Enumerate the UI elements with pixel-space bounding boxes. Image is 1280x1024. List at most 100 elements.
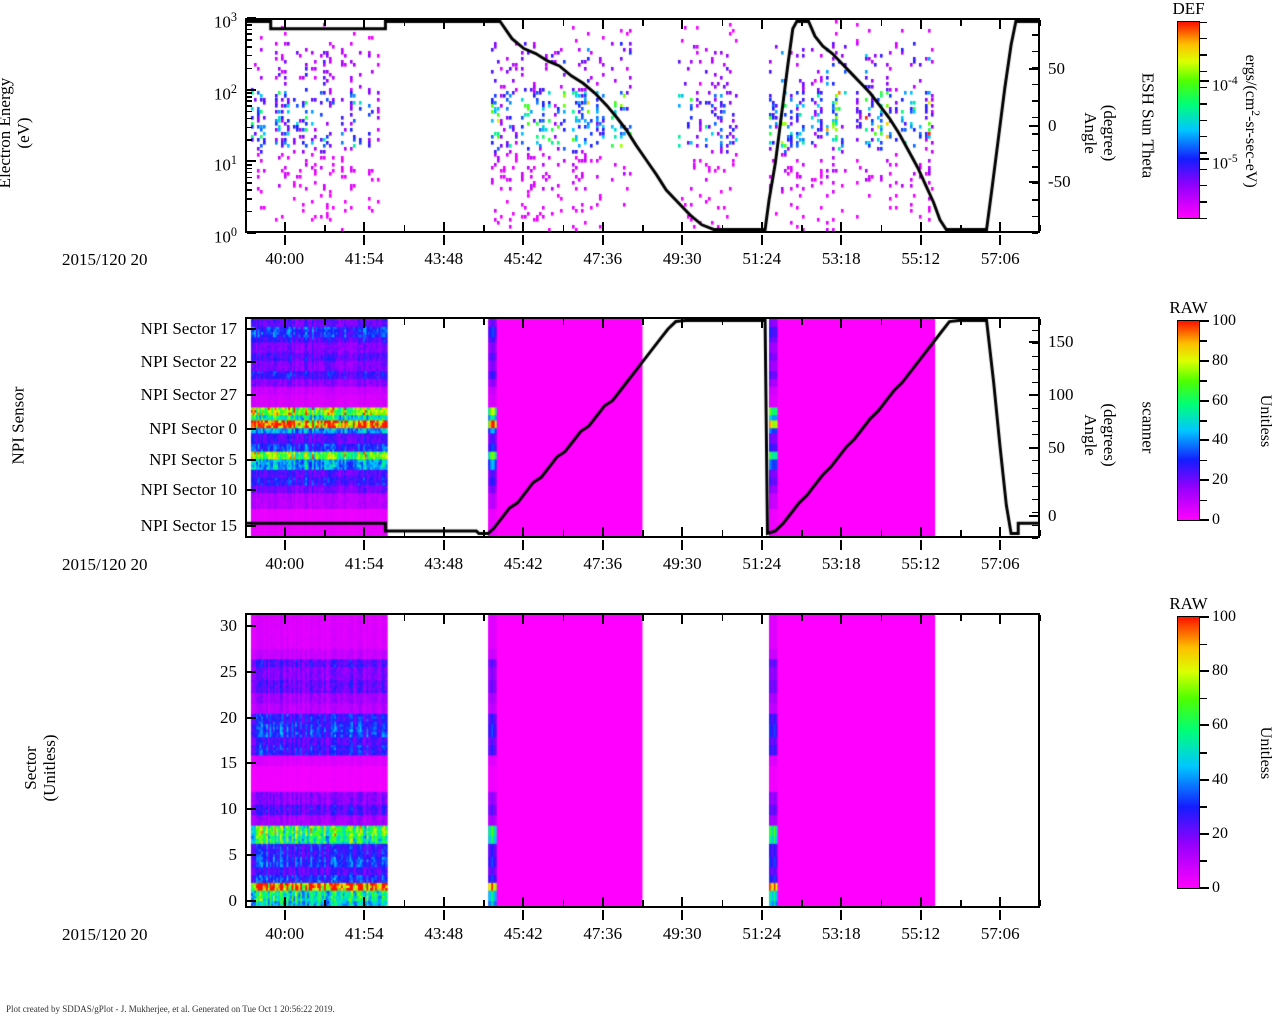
x-tick-label: 55:12 bbox=[901, 924, 941, 943]
colorbar-minor-tick bbox=[1200, 439, 1207, 442]
colorbar-frame bbox=[1177, 616, 1200, 889]
x-minor-tick-top bbox=[403, 319, 405, 325]
colorbar-minor-tick bbox=[1200, 70, 1207, 72]
y-major-tick bbox=[247, 361, 256, 364]
colorbar-tick-label: 60 bbox=[1212, 716, 1228, 734]
date-stamp: 2015/120 20 bbox=[62, 925, 148, 944]
x-minor-tick bbox=[880, 225, 882, 231]
x-minor-tick bbox=[244, 900, 246, 906]
x-minor-tick bbox=[562, 530, 564, 536]
colorbar-tick-label: 60 bbox=[1212, 391, 1228, 409]
x-minor-tick-top bbox=[840, 319, 843, 325]
y-tick-label: NPI Sector 15 bbox=[140, 515, 237, 535]
x-outer-tick bbox=[522, 235, 525, 245]
date-stamp: 2015/120 20 bbox=[62, 555, 148, 574]
y-right-minor-tick bbox=[1032, 368, 1038, 370]
x-minor-tick bbox=[920, 225, 922, 231]
x-minor-tick-top bbox=[483, 319, 485, 325]
y-right-minor-tick bbox=[1032, 199, 1038, 201]
y-tick-label: 0 bbox=[228, 890, 238, 910]
x-minor-tick-top bbox=[801, 615, 803, 621]
y-right-minor-tick bbox=[1032, 485, 1038, 487]
y-right-minor-tick bbox=[1032, 394, 1038, 396]
y-right-minor-tick bbox=[1032, 67, 1038, 69]
colorbar-minor-tick bbox=[1200, 670, 1207, 673]
x-minor-tick-top bbox=[642, 319, 644, 325]
y-major-tick bbox=[247, 853, 256, 856]
x-minor-tick-top bbox=[880, 319, 882, 325]
x-outer-tick bbox=[999, 235, 1002, 245]
y-axis-title-line2: (Unitless) bbox=[40, 733, 59, 802]
x-tick-label: 49:30 bbox=[662, 924, 702, 943]
y-minor-tick bbox=[247, 24, 252, 26]
x-minor-tick bbox=[363, 900, 366, 906]
x-tick-label: 43:48 bbox=[424, 554, 464, 573]
x-outer-tick bbox=[840, 540, 843, 550]
colorbar-minor-tick bbox=[1200, 86, 1207, 89]
x-minor-tick-top bbox=[483, 20, 485, 26]
x-minor-tick-top bbox=[681, 20, 684, 26]
x-tick-label: 51:24 bbox=[742, 554, 782, 573]
y-tick-label: 30 bbox=[220, 616, 237, 636]
y-tick-label: 10 bbox=[220, 799, 237, 819]
x-tick-label: 45:42 bbox=[503, 554, 543, 573]
y-tick-label: NPI Sector 0 bbox=[149, 418, 237, 438]
x-outer-tick bbox=[442, 235, 445, 245]
x-minor-tick-top bbox=[999, 20, 1002, 26]
y-right-minor-tick bbox=[1032, 381, 1038, 383]
y-minor-tick bbox=[247, 20, 252, 23]
colorbar-title: RAW bbox=[1169, 594, 1208, 613]
x-minor-tick-top bbox=[761, 319, 763, 325]
x-minor-tick bbox=[681, 530, 684, 536]
x-outer-tick bbox=[363, 540, 366, 550]
x-minor-tick bbox=[443, 225, 445, 231]
y-right-major-tick bbox=[1029, 181, 1038, 184]
y-tick-label: NPI Sector 27 bbox=[140, 385, 237, 405]
x-minor-tick-top bbox=[363, 20, 366, 26]
x-minor-tick-top bbox=[920, 20, 922, 26]
y-right-minor-tick bbox=[1032, 182, 1038, 185]
colorbar-tick-label: 10-4 bbox=[1212, 74, 1238, 95]
x-minor-tick bbox=[284, 225, 286, 231]
colorbar-title: DEF bbox=[1172, 0, 1205, 18]
y-right-minor-tick bbox=[1032, 329, 1038, 331]
y-major-tick bbox=[247, 232, 256, 234]
colorbar-tick-label: 20 bbox=[1212, 471, 1228, 489]
x-minor-tick-top bbox=[1039, 319, 1041, 325]
y-right-major-tick bbox=[1029, 447, 1038, 450]
x-tick-label: 55:12 bbox=[901, 249, 941, 268]
x-minor-tick-top bbox=[761, 615, 763, 621]
y-tick-label: NPI Sector 22 bbox=[140, 352, 237, 372]
colorbar-minor-tick bbox=[1200, 54, 1207, 56]
x-minor-tick-top bbox=[244, 319, 246, 325]
x-tick-label: 53:18 bbox=[821, 249, 861, 268]
y-tick-label: 20 bbox=[220, 707, 237, 727]
x-minor-tick-top bbox=[324, 20, 326, 26]
y-major-tick bbox=[247, 671, 256, 673]
colorbar-gradient bbox=[1178, 617, 1199, 888]
x-minor-tick-top bbox=[642, 615, 644, 621]
colorbar-minor-tick bbox=[1200, 103, 1207, 105]
x-minor-tick bbox=[443, 900, 445, 906]
y-tick-label: NPI Sector 17 bbox=[140, 319, 237, 339]
y-major-tick bbox=[247, 458, 256, 461]
y-tick-label: 100 bbox=[213, 225, 237, 247]
x-minor-tick-top bbox=[363, 319, 366, 325]
colorbar-minor-tick bbox=[1200, 697, 1207, 700]
x-minor-tick bbox=[642, 225, 644, 231]
x-minor-tick-top bbox=[960, 615, 962, 621]
x-minor-tick bbox=[602, 900, 604, 906]
y-minor-tick bbox=[247, 28, 252, 31]
y-tick-label: NPI Sector 5 bbox=[149, 449, 237, 469]
colorbar-minor-tick bbox=[1200, 420, 1207, 422]
colorbar-minor-tick bbox=[1200, 499, 1207, 502]
y-right-minor-tick bbox=[1032, 511, 1038, 513]
colorbar-tick-label: 20 bbox=[1212, 824, 1228, 842]
x-minor-tick bbox=[960, 530, 962, 536]
x-minor-tick bbox=[562, 900, 564, 906]
x-minor-tick bbox=[483, 225, 485, 231]
spectrogram-canvas bbox=[247, 319, 1038, 536]
y-right-tick-label: 50 bbox=[1048, 438, 1065, 458]
colorbar-minor-tick bbox=[1200, 643, 1207, 646]
x-minor-tick bbox=[840, 530, 843, 536]
